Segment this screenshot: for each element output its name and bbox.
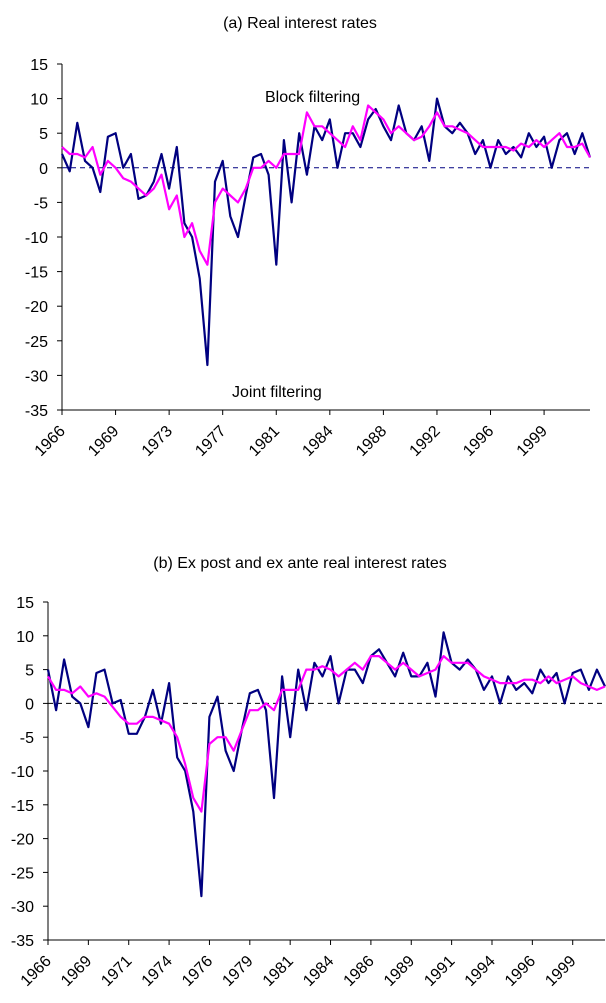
series-line xyxy=(47,655,606,813)
x-tick-label: 1971 xyxy=(98,953,135,990)
y-tick-label: -20 xyxy=(25,299,48,316)
x-tick-label: 1984 xyxy=(299,423,336,460)
y-tick-label: 0 xyxy=(39,161,48,178)
annotation: Block filtering xyxy=(265,89,360,106)
x-tick-label: 1969 xyxy=(85,423,122,460)
y-tick-label: -30 xyxy=(11,899,34,916)
y-tick-label: -10 xyxy=(11,764,34,781)
x-tick-label: 1986 xyxy=(341,953,378,990)
x-tick-label: 1981 xyxy=(246,423,283,460)
y-tick-label: -30 xyxy=(25,368,48,385)
x-tick-label: 1988 xyxy=(353,423,390,460)
x-tick-label: 1981 xyxy=(260,953,297,990)
x-tick-label: 1991 xyxy=(421,953,458,990)
x-tick-label: 1992 xyxy=(407,423,444,460)
y-tick-label: -5 xyxy=(34,195,48,212)
x-tick-label: 1984 xyxy=(300,953,337,990)
y-tick-label: -15 xyxy=(25,265,48,282)
y-tick-label: 10 xyxy=(30,92,48,109)
y-tick-label: -10 xyxy=(25,230,48,247)
y-tick-label: 15 xyxy=(16,595,34,612)
x-tick-label: 1974 xyxy=(139,953,176,990)
series-line xyxy=(60,97,592,367)
x-tick-label: 1966 xyxy=(32,423,69,460)
series-line xyxy=(46,631,606,898)
y-tick-label: 10 xyxy=(16,629,34,646)
chart-title: (b) Ex post and ex ante real interest ra… xyxy=(153,555,446,572)
x-tick-label: 1966 xyxy=(18,953,55,990)
y-tick-label: -5 xyxy=(20,730,34,747)
y-tick-label: 5 xyxy=(39,126,48,143)
series-line xyxy=(61,104,591,266)
annotation: Joint filtering xyxy=(232,384,322,401)
x-tick-label: 1976 xyxy=(179,953,216,990)
y-tick-label: -20 xyxy=(11,832,34,849)
y-tick-label: 15 xyxy=(30,57,48,74)
chart-title: (a) Real interest rates xyxy=(223,15,377,32)
y-tick-label: 0 xyxy=(25,696,34,713)
x-tick-label: 1994 xyxy=(462,953,499,990)
y-tick-label: 5 xyxy=(25,663,34,680)
y-tick-label: -35 xyxy=(25,403,48,420)
x-tick-label: 1969 xyxy=(58,953,95,990)
x-tick-label: 1973 xyxy=(139,423,176,460)
y-tick-label: -15 xyxy=(11,798,34,815)
x-tick-label: 1999 xyxy=(542,953,579,990)
x-tick-label: 1977 xyxy=(192,423,229,460)
x-tick-label: 1979 xyxy=(219,953,256,990)
x-tick-label: 1989 xyxy=(381,953,418,990)
x-tick-label: 1996 xyxy=(460,423,497,460)
y-tick-label: -35 xyxy=(11,933,34,950)
y-tick-label: -25 xyxy=(25,334,48,351)
y-tick-label: -25 xyxy=(11,865,34,882)
x-tick-label: 1999 xyxy=(514,423,551,460)
x-tick-label: 1996 xyxy=(502,953,539,990)
